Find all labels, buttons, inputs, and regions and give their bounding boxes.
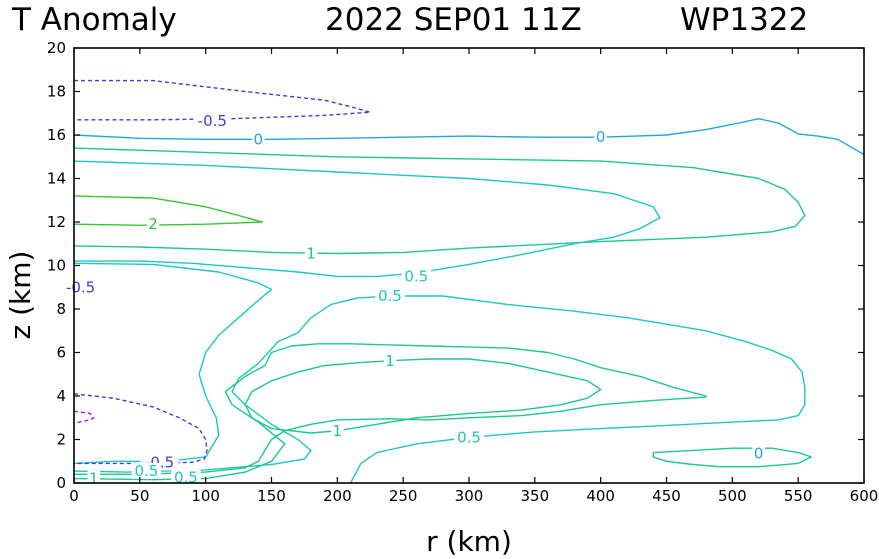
y-tick-label: 14 bbox=[47, 170, 66, 188]
y-tick-label: 0 bbox=[56, 474, 66, 492]
x-tick-label: 300 bbox=[455, 487, 484, 505]
contour-label-bg bbox=[752, 445, 765, 462]
contour-label-bg bbox=[252, 131, 265, 148]
contour-label-bg bbox=[146, 216, 160, 233]
contour-label: 0 bbox=[596, 128, 606, 146]
contour-line-0p5-6 bbox=[73, 295, 806, 484]
contour-label: -0.5 bbox=[198, 112, 227, 130]
y-tick-label: 6 bbox=[56, 344, 66, 362]
x-tick-label: 150 bbox=[257, 487, 286, 505]
contour-label: 1 bbox=[306, 245, 316, 263]
x-tick-label: 450 bbox=[652, 487, 681, 505]
contour-line-0-1 bbox=[73, 117, 865, 156]
chart-title-datetime: 2022 SEP01 11Z bbox=[325, 2, 582, 38]
contour-label-bg bbox=[454, 429, 484, 446]
contour-label: -0.5 bbox=[66, 278, 95, 296]
x-axis-label: r (km) bbox=[426, 525, 512, 558]
contour-label-bg bbox=[375, 288, 405, 304]
chart-title-left: T Anomaly bbox=[11, 2, 177, 38]
tick-layer: 0 50 100 150 200 250 300 350 400 450 500 550 6000246… bbox=[47, 39, 878, 505]
contour-label-bg bbox=[401, 268, 432, 285]
contour-label-bg bbox=[193, 112, 232, 129]
y-tick-label: 10 bbox=[47, 257, 66, 275]
contour-label-bg bbox=[171, 469, 201, 486]
x-tick-label: 600 bbox=[850, 487, 879, 505]
x-tick-label: 50 bbox=[130, 487, 149, 505]
contour-line-1-9 bbox=[652, 447, 812, 468]
y-tick-label: 8 bbox=[56, 300, 66, 318]
y-tick-label: 2 bbox=[56, 431, 66, 449]
contour-label: 0.5 bbox=[457, 428, 481, 446]
x-tick-label: 200 bbox=[323, 487, 352, 505]
x-tick-label: 400 bbox=[586, 487, 615, 505]
contour-line-neg1p0-11 bbox=[73, 410, 95, 424]
contour-label: 0.5 bbox=[174, 469, 198, 487]
contour-label: 0 bbox=[754, 445, 764, 463]
contour-line-1-8 bbox=[244, 358, 602, 434]
contour-line-1-2 bbox=[73, 147, 806, 255]
contour-line-0p5-5 bbox=[73, 262, 273, 465]
y-tick-label: 18 bbox=[47, 83, 66, 101]
contour-label: 1 bbox=[333, 422, 343, 440]
x-tick-label: 500 bbox=[718, 487, 747, 505]
chart-title-storm-id: WP1322 bbox=[680, 2, 808, 38]
contour-layer bbox=[73, 79, 865, 484]
contour-line-2-4 bbox=[73, 195, 263, 227]
x-tick-label: 0 bbox=[69, 487, 79, 505]
contour-label: 1 bbox=[385, 352, 395, 370]
contour-label-bg bbox=[304, 245, 318, 262]
contour-label-bg bbox=[594, 129, 607, 146]
contour-label-bg bbox=[383, 353, 397, 370]
x-tick-label: 550 bbox=[784, 487, 813, 505]
contour-label-bg bbox=[131, 463, 162, 479]
contour-line-neg0p5-10 bbox=[73, 393, 208, 465]
contour-line-1-7 bbox=[73, 343, 707, 481]
contour-label: 0 bbox=[254, 130, 264, 148]
contour-line-0p5-3 bbox=[73, 160, 661, 278]
contour-line-neg0p5-0 bbox=[74, 79, 371, 121]
y-tick-label: 20 bbox=[47, 39, 66, 57]
x-tick-label: 250 bbox=[389, 487, 418, 505]
contour-label: 0.5 bbox=[134, 462, 158, 480]
x-tick-label: 350 bbox=[521, 487, 550, 505]
contour-label: 2 bbox=[148, 215, 158, 233]
contour-label: 1 bbox=[89, 470, 99, 488]
x-tick-label: 100 bbox=[191, 487, 220, 505]
contour-label: 0.5 bbox=[378, 287, 402, 305]
contour-label: 0.5 bbox=[404, 267, 428, 285]
y-tick-label: 4 bbox=[56, 387, 66, 405]
y-tick-label: 16 bbox=[47, 126, 66, 144]
y-axis-label: z (km) bbox=[4, 251, 37, 340]
y-tick-label: 12 bbox=[47, 213, 66, 231]
contour-label-bg bbox=[331, 422, 344, 439]
contour-label-bg bbox=[61, 279, 100, 296]
